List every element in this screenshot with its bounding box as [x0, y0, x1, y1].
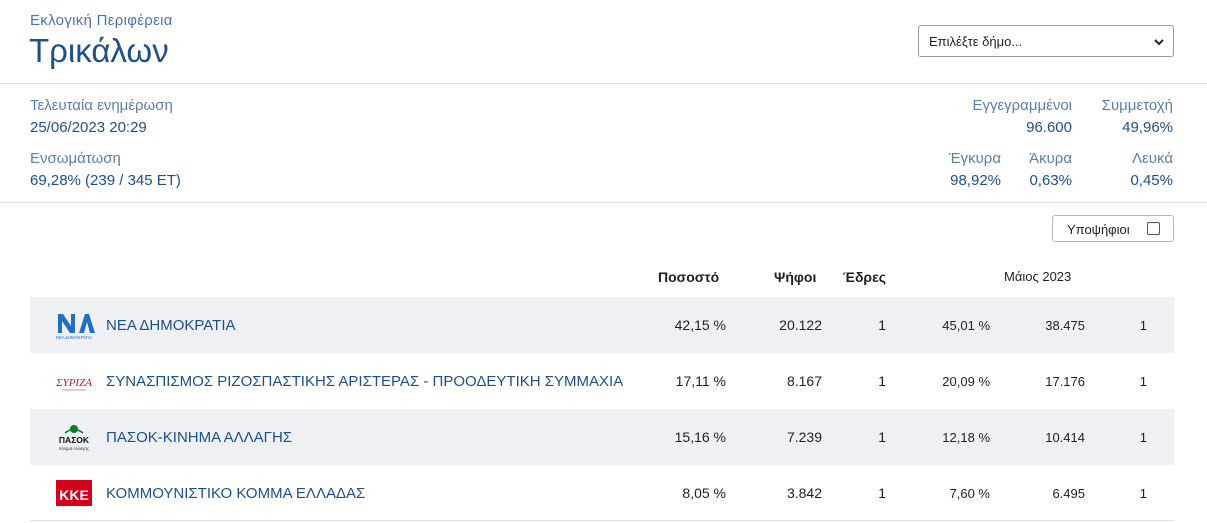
table-row[interactable]: ΣΥΡΙΖΑ ΣΥΝΑΣΠΙΣΜΟΣ ΡΙΖΟΣΠΑΣΤΙΚΗΣ ΑΡΙΣΤΕΡ…	[30, 353, 1174, 409]
votes-cell: 3.842	[786, 485, 822, 501]
party-name[interactable]: ΠΑΣΟΚ-ΚΙΝΗΜΑ ΑΛΛΑΓΗΣ	[106, 429, 293, 446]
candidates-toggle-label: Υποψήφιοι	[1067, 222, 1130, 237]
prev-percent-cell: 45,01 %	[942, 318, 990, 333]
registered-value: 96.600	[1026, 119, 1072, 136]
valid-label: Έγκυρα	[948, 150, 1001, 167]
region-label: Εκλογική Περιφέρεια	[30, 12, 173, 29]
municipality-select[interactable]: Επιλέξτε δήμο...	[918, 25, 1174, 57]
seats-cell: 1	[878, 317, 886, 333]
table-divider	[30, 520, 1174, 521]
nd-logo-icon: ΝΕΑ ΔΗΜΟΚΡΑΤΙΑ	[56, 314, 95, 340]
last-update-value: 25/06/2023 20:29	[30, 119, 147, 136]
turnout-label: Συμμετοχή	[1101, 97, 1173, 114]
col-header-votes: Ψήφοι	[774, 269, 817, 285]
table-row[interactable]: ΚΚΕ ΚΟΜΜΟΥΝΙΣΤΙΚΟ ΚΟΜΜΑ ΕΛΛΑΔΑΣ 8,05 % 3…	[30, 465, 1174, 521]
page-title: Τρικάλων	[29, 32, 169, 69]
prev-percent-cell: 20,09 %	[942, 374, 990, 389]
table-row[interactable]: ΝΕΑ ΔΗΜΟΚΡΑΤΙΑ ΝΕΑ ΔΗΜΟΚΡΑΤΙΑ 42,15 % 20…	[30, 297, 1174, 353]
syriza-logo-icon: ΣΥΡΙΖΑ	[55, 377, 92, 391]
region-header: Εκλογική Περιφέρεια Τρικάλων Επιλέξτε δή…	[0, 0, 1207, 84]
municipality-select-value: Επιλέξτε δήμο...	[929, 34, 1023, 49]
col-header-seats: Έδρες	[843, 269, 887, 285]
last-update-label: Τελευταία ενημέρωση	[30, 97, 173, 114]
prev-votes-cell: 10.414	[1045, 430, 1085, 445]
seats-cell: 1	[878, 485, 886, 501]
prev-votes-cell: 6.495	[1052, 486, 1085, 501]
party-name[interactable]: ΣΥΝΑΣΠΙΣΜΟΣ ΡΙΖΟΣΠΑΣΤΙΚΗΣ ΑΡΙΣΤΕΡΑΣ - ΠΡ…	[106, 373, 624, 390]
col-header-percent: Ποσοστό	[658, 269, 720, 285]
prev-percent-cell: 7,60 %	[949, 486, 990, 501]
svg-text:ΚΚΕ: ΚΚΕ	[59, 487, 89, 503]
col-header-previous: Μάιος 2023	[1004, 269, 1072, 284]
prev-seats-cell: 1	[1139, 430, 1147, 445]
table-row[interactable]: ΠΑΣΟΚ Κίνημα Αλλαγής ΠΑΣΟΚ-ΚΙΝΗΜΑ ΑΛΛΑΓΗ…	[30, 409, 1174, 465]
svg-text:Κίνημα Αλλαγής: Κίνημα Αλλαγής	[59, 446, 89, 451]
votes-cell: 20.122	[779, 317, 822, 333]
prev-votes-cell: 17.176	[1045, 374, 1085, 389]
kke-logo-icon: ΚΚΕ	[56, 480, 92, 506]
votes-cell: 7.239	[786, 429, 822, 445]
stats-panel: Τελευταία ενημέρωση 25/06/2023 20:29 Ενσ…	[0, 84, 1207, 203]
percent-cell: 42,15 %	[674, 317, 726, 333]
turnout-value: 49,96%	[1122, 119, 1173, 136]
seats-cell: 1	[878, 373, 886, 389]
prev-seats-cell: 1	[1139, 374, 1147, 389]
chevron-down-icon	[1154, 39, 1164, 46]
party-name[interactable]: ΝΕΑ ΔΗΜΟΚΡΑΤΙΑ	[106, 317, 236, 334]
svg-text:ΝΕΑ ΔΗΜΟΚΡΑΤΙΑ: ΝΕΑ ΔΗΜΟΚΡΑΤΙΑ	[56, 335, 92, 340]
votes-cell: 8.167	[786, 373, 822, 389]
pasok-logo-icon: ΠΑΣΟΚ Κίνημα Αλλαγής	[59, 425, 90, 451]
prev-percent-cell: 12,18 %	[942, 430, 990, 445]
party-name[interactable]: ΚΟΜΜΟΥΝΙΣΤΙΚΟ ΚΟΜΜΑ ΕΛΛΑΔΑΣ	[106, 485, 366, 502]
integration-label: Ενσωμάτωση	[30, 150, 121, 167]
prev-seats-cell: 1	[1139, 486, 1147, 501]
svg-text:ΣΥΡΙΖΑ: ΣΥΡΙΖΑ	[55, 377, 92, 389]
svg-text:ΠΑΣΟΚ: ΠΑΣΟΚ	[59, 435, 90, 445]
prev-votes-cell: 38.475	[1045, 318, 1085, 333]
candidates-checkbox[interactable]	[1147, 222, 1160, 235]
percent-cell: 17,11 %	[675, 373, 726, 389]
percent-cell: 15,16 %	[674, 429, 726, 445]
candidates-toggle[interactable]: Υποψήφιοι	[1052, 215, 1174, 242]
blank-label: Λευκά	[1132, 150, 1173, 167]
seats-cell: 1	[878, 429, 886, 445]
invalid-label: Άκυρα	[1029, 150, 1072, 167]
invalid-value: 0,63%	[1029, 172, 1072, 189]
percent-cell: 8,05 %	[682, 485, 726, 501]
prev-seats-cell: 1	[1139, 318, 1147, 333]
integration-value: 69,28% (239 / 345 ΕΤ)	[30, 172, 181, 189]
blank-value: 0,45%	[1130, 172, 1173, 189]
valid-value: 98,92%	[950, 172, 1001, 189]
registered-label: Εγγεγραμμένοι	[972, 97, 1072, 114]
